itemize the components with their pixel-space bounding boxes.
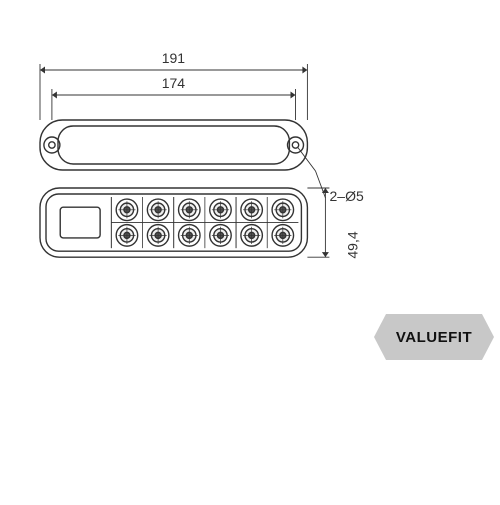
dim-overall-width: 191 bbox=[162, 50, 185, 66]
technical-drawing: 191 174 2–Ø5 49,4 bbox=[0, 0, 500, 500]
badge-text: VALUEFIT bbox=[396, 329, 472, 346]
valuefit-badge: VALUEFIT bbox=[374, 314, 494, 360]
drawing-svg bbox=[0, 0, 500, 500]
dim-hole-callout: 2–Ø5 bbox=[330, 188, 364, 204]
dim-inner-width: 174 bbox=[162, 75, 185, 91]
dim-height: 49,4 bbox=[345, 231, 361, 258]
